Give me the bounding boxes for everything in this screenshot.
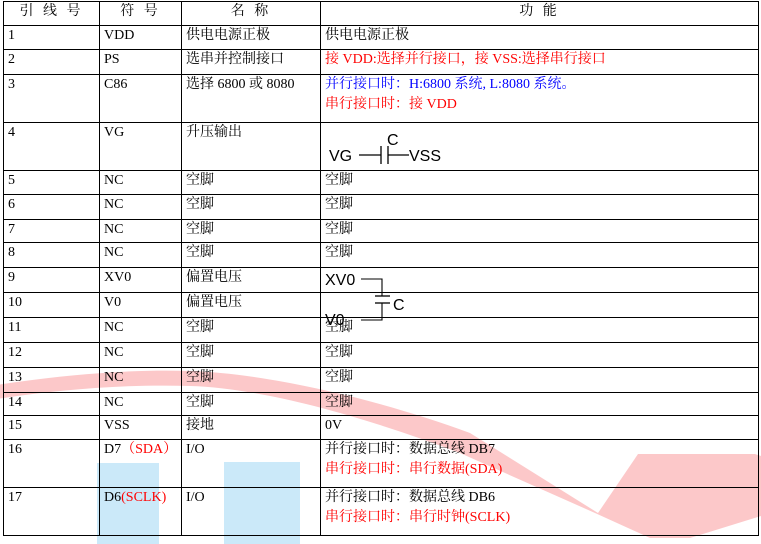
- svg-text:V0: V0: [325, 312, 345, 329]
- svg-text:VG: VG: [329, 148, 352, 165]
- svg-text:C: C: [393, 297, 405, 314]
- svg-text:C: C: [387, 132, 399, 149]
- svg-text:VSS: VSS: [409, 148, 441, 165]
- svg-text:XV0: XV0: [325, 272, 355, 289]
